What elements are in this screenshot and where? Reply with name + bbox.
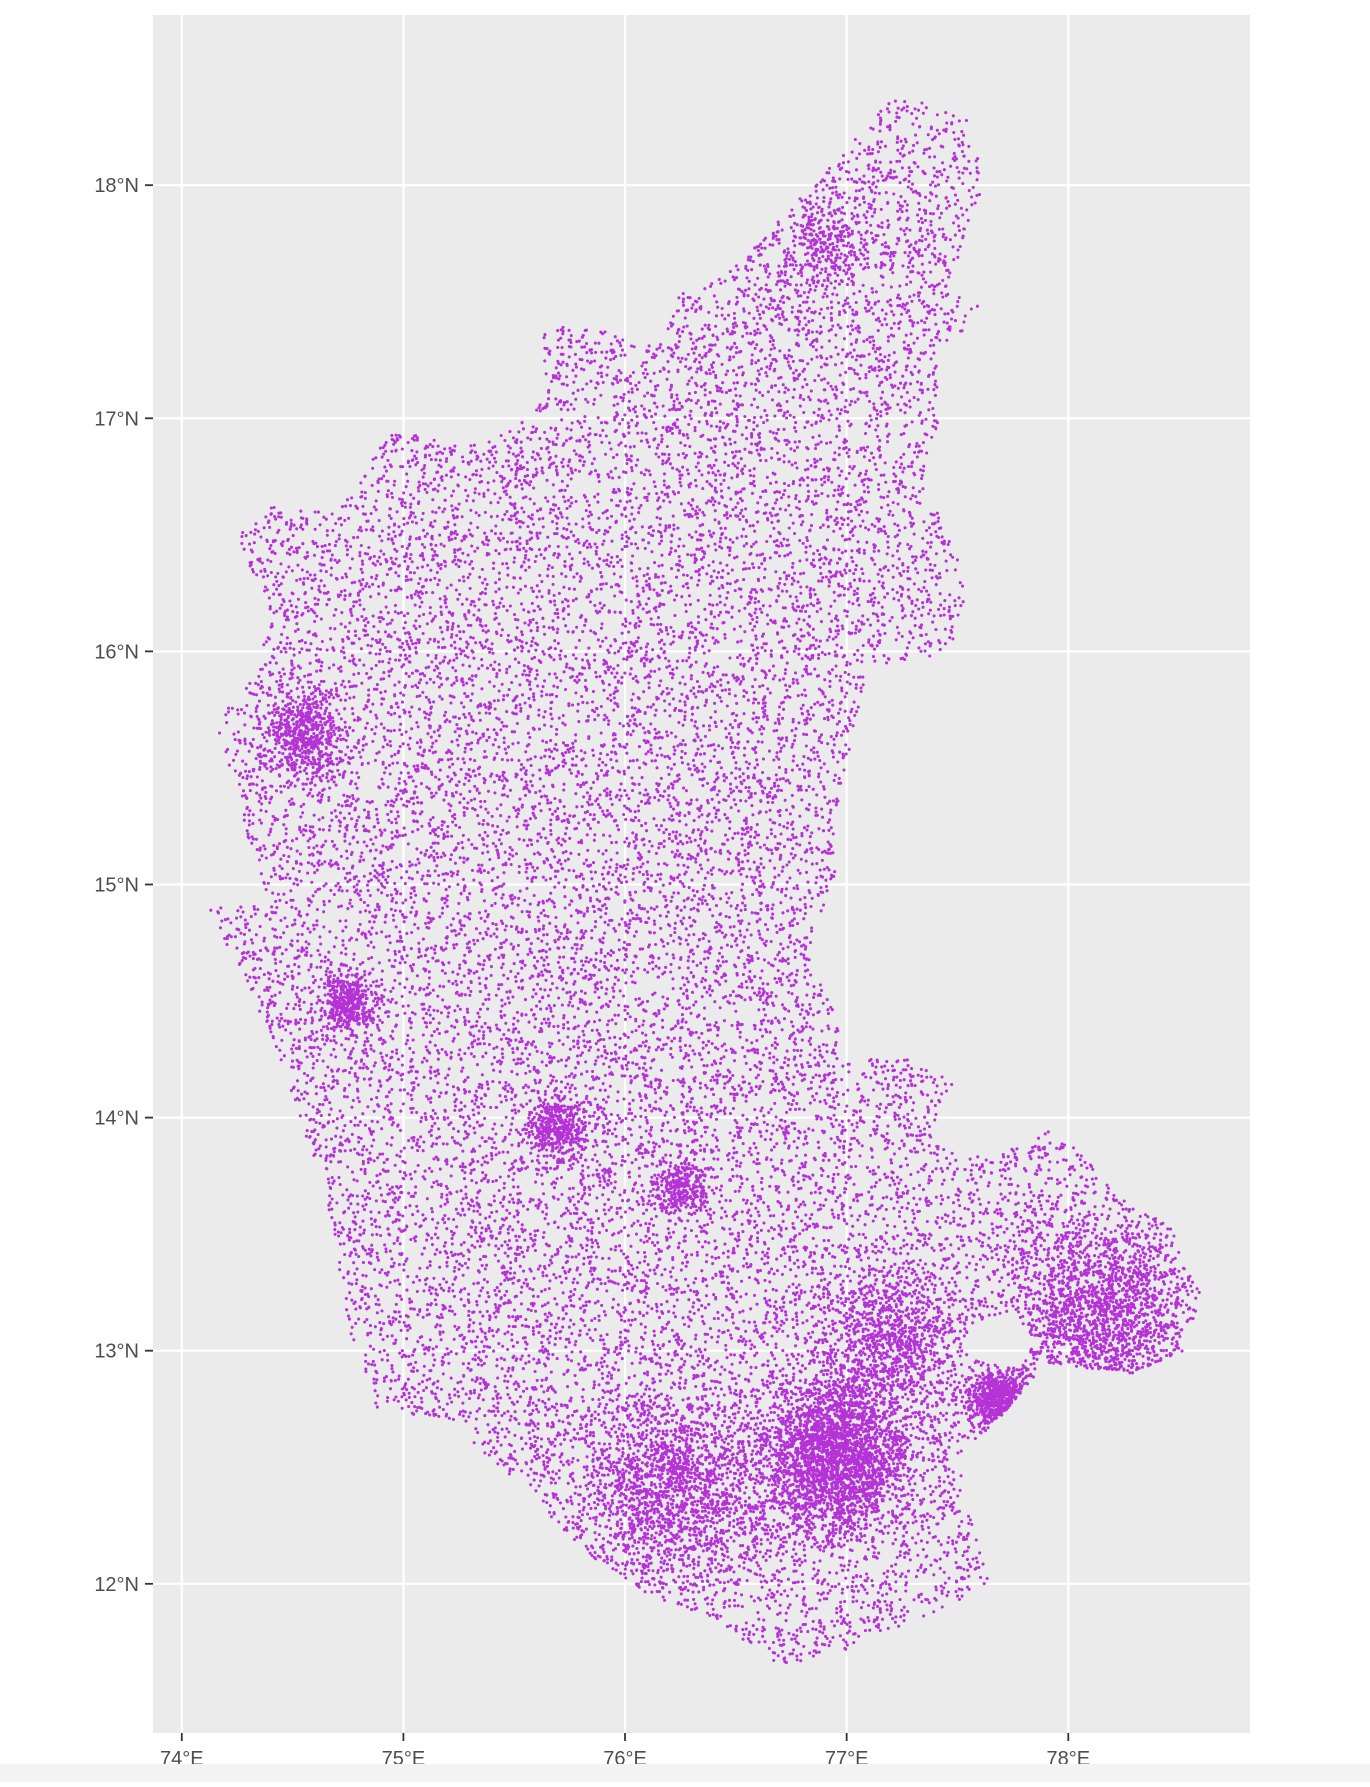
point-layer <box>209 99 1201 1665</box>
y-tick-label-3: 15°N <box>94 874 139 896</box>
y-tick-label-6: 18°N <box>94 175 139 197</box>
y-tick-label-4: 16°N <box>94 641 139 663</box>
bottom-strip <box>0 1764 1370 1782</box>
y-tick-label-1: 13°N <box>94 1341 139 1363</box>
y-tick-label-0: 12°N <box>94 1574 139 1596</box>
plot-panel <box>153 15 1250 1733</box>
y-tick-label-2: 14°N <box>94 1108 139 1130</box>
y-tick-label-5: 17°N <box>94 408 139 430</box>
data-points <box>209 99 1201 1665</box>
